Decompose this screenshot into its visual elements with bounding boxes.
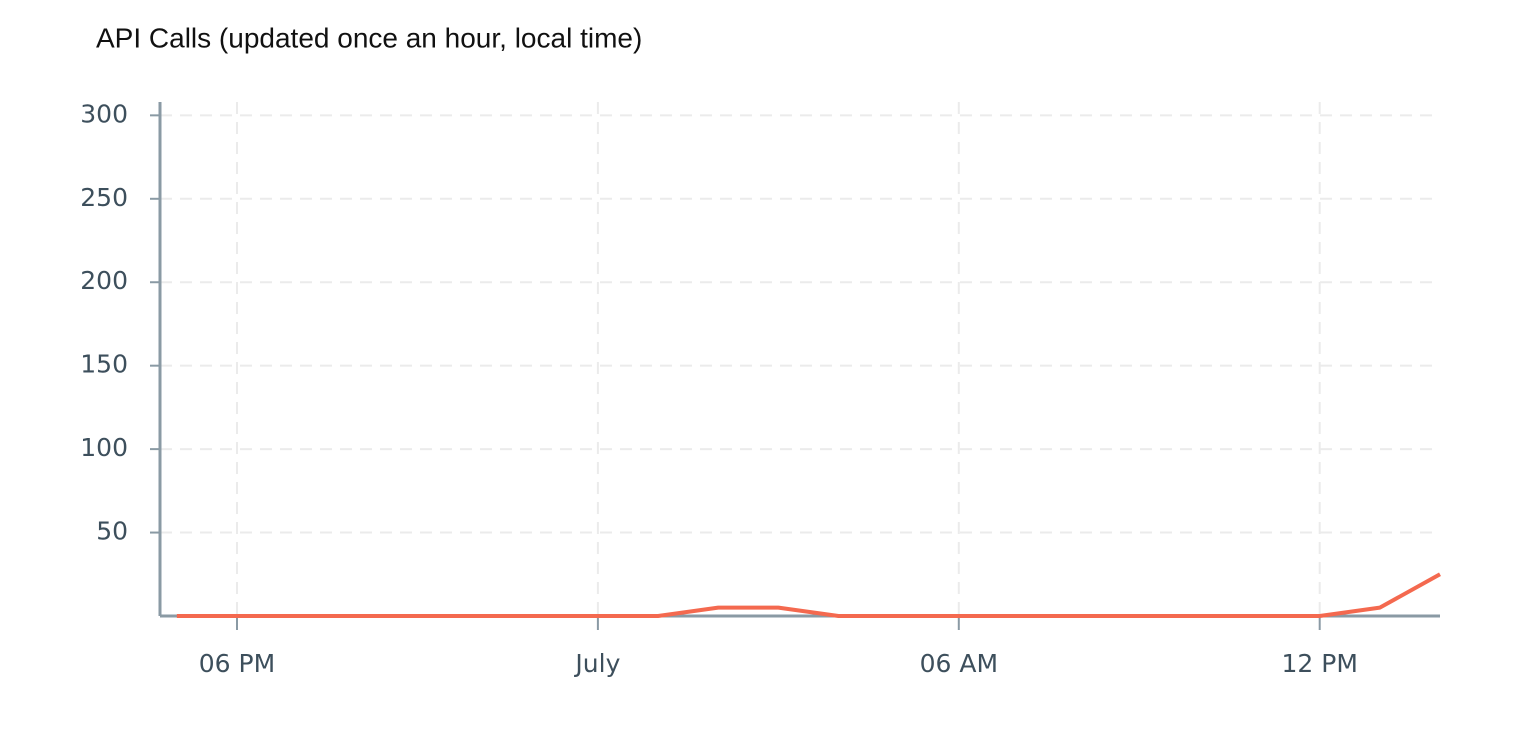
data-line — [176, 572, 1441, 618]
x-tick-label: 06 PM — [199, 649, 275, 678]
chart-title: API Calls (updated once an hour, local t… — [96, 22, 642, 53]
x-tick-label: July — [573, 649, 620, 678]
y-tick-label: 200 — [80, 266, 128, 295]
y-tick-label: 300 — [80, 99, 128, 128]
y-tick-label: 50 — [96, 517, 128, 546]
x-tick-label: 06 AM — [920, 649, 998, 678]
y-tick-label: 100 — [80, 433, 128, 462]
y-tick-label: 150 — [80, 350, 128, 379]
y-tick-label: 250 — [80, 183, 128, 212]
x-tick-label: 12 PM — [1281, 649, 1357, 678]
